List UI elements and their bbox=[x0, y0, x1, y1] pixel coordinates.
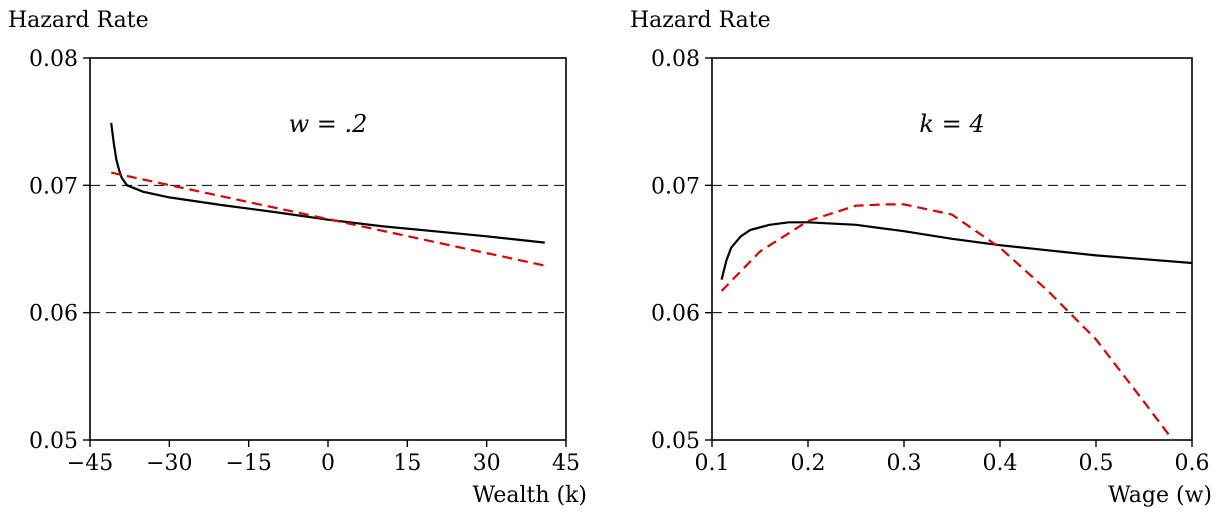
panel2-x-tick-label: 0.2 bbox=[791, 451, 826, 476]
panel1-black-solid-series bbox=[110, 122, 545, 244]
panel1-x-tick-label: −45 bbox=[67, 451, 113, 476]
panel2-y-axis-label: Hazard Rate bbox=[630, 8, 771, 33]
panel2-y-tick-label: 0.07 bbox=[651, 174, 700, 199]
panel1-x-tick-label: 45 bbox=[552, 451, 580, 476]
panel2-x-tick-label: 0.5 bbox=[1079, 451, 1114, 476]
panel1-x-tick-label: 15 bbox=[393, 451, 421, 476]
panel1-y-axis-label: Hazard Rate bbox=[8, 8, 149, 33]
panel2-y-tick-label: 0.08 bbox=[651, 47, 700, 72]
panel1-y-tick-label: 0.06 bbox=[29, 302, 78, 327]
panel2-x-tick-label: 0.3 bbox=[887, 451, 922, 476]
panel2-x-axis-label: Wage (w) bbox=[1108, 483, 1212, 508]
panel1-x-tick-label: −30 bbox=[146, 451, 192, 476]
panel1-red-dashed-series bbox=[110, 171, 546, 267]
panel2-x-tick-label: 0.4 bbox=[983, 451, 1018, 476]
panel1-x-tick-label: 0 bbox=[321, 451, 335, 476]
panel2-black-solid-series bbox=[720, 221, 1193, 280]
panel1-annotation: w = .2 bbox=[289, 110, 368, 138]
panel2-x-tick-label: 0.6 bbox=[1175, 451, 1210, 476]
panel1-y-tick-label: 0.05 bbox=[29, 429, 78, 454]
panel2-y-tick-label: 0.06 bbox=[651, 302, 700, 327]
panel1-y-tick-label: 0.07 bbox=[29, 174, 78, 199]
panel1-y-tick-label: 0.08 bbox=[29, 47, 78, 72]
panel2-red-dashed-series bbox=[720, 203, 1174, 441]
panel2-plot-frame bbox=[711, 57, 1193, 441]
panel2-y-tick-label: 0.05 bbox=[651, 429, 700, 454]
panel1-x-tick-label: −15 bbox=[225, 451, 271, 476]
panel1-x-tick-label: 30 bbox=[473, 451, 501, 476]
panel2-annotation: k = 4 bbox=[919, 110, 984, 138]
panel2-x-tick-label: 0.1 bbox=[695, 451, 730, 476]
panel1-x-axis-label: Wealth (k) bbox=[473, 483, 588, 508]
